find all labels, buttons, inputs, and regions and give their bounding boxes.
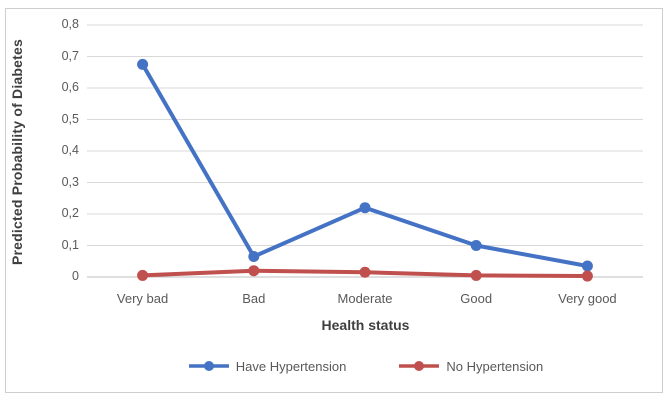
y-tick-label: 0,2 [61,206,79,220]
y-tick-label: 0,8 [61,17,79,31]
x-category-label: Bad [242,291,266,306]
x-category-label: Very bad [116,291,169,306]
series-marker [359,266,371,278]
y-axis-title: Predicted Probability of Diabetes [9,39,25,265]
x-category-label: Moderate [337,291,393,306]
legend-item: Have Hypertension [188,358,347,374]
series-marker [581,260,593,272]
y-tick-label: 0,4 [61,143,79,157]
legend-marker-icon [414,361,425,371]
y-tick-label: 0,3 [61,174,79,189]
series-line [140,62,590,268]
legend-swatch-icon [399,361,440,371]
y-tick-label: 0,1 [61,237,79,252]
y-tick-label: 0,7 [61,48,79,63]
series-marker [581,270,593,282]
chart-frame [5,8,663,393]
x-category-label: Good [460,291,493,306]
legend-label: No Hypertension [446,358,544,374]
series-marker [248,251,260,263]
y-tick-label: 0,5 [61,111,79,126]
x-category-label: Very good [558,291,617,306]
legend-label: Have Hypertension [235,358,347,374]
series-marker [137,269,149,281]
legend-marker-icon [203,361,214,371]
series-marker [470,269,482,281]
series-marker [137,58,149,70]
series-marker [359,202,371,214]
y-tick-label: 0 [72,269,79,283]
legend: Have Hypertension No Hypertension [88,353,643,379]
legend-item: No Hypertension [398,359,543,374]
series-marker [248,265,260,277]
y-tick-label: 0,6 [61,80,79,94]
legend-swatch-icon [188,361,229,371]
series-marker [470,240,482,251]
x-axis-title: Health status [321,317,410,333]
